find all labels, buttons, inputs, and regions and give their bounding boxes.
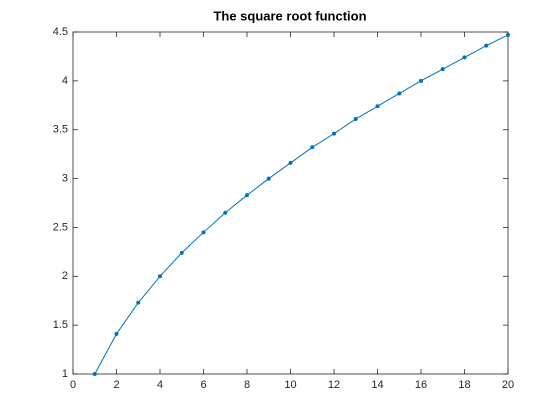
y-tick-label: 4	[62, 75, 68, 87]
y-tick-label: 1	[62, 368, 68, 380]
data-point	[266, 176, 271, 181]
data-point	[484, 43, 489, 48]
data-point	[288, 160, 293, 165]
data-point	[179, 250, 184, 255]
data-point	[245, 193, 249, 198]
x-tick-label: 8	[244, 379, 250, 391]
data-point	[462, 55, 467, 60]
x-tick-label: 0	[70, 379, 76, 391]
y-tick-label: 2.5	[53, 221, 68, 233]
data-point	[158, 274, 162, 279]
data-point	[201, 230, 206, 235]
axes-box	[72, 31, 509, 375]
x-tick-label: 2	[113, 379, 119, 391]
data-point	[506, 32, 510, 37]
y-tick-label: 3	[62, 172, 68, 184]
data-point	[223, 210, 228, 215]
x-tick-label: 10	[284, 379, 296, 391]
x-tick-label: 4	[157, 379, 163, 391]
data-point	[440, 67, 445, 72]
data-point	[419, 78, 423, 83]
data-point	[375, 104, 380, 109]
data-point	[92, 372, 97, 376]
data-line	[94, 34, 509, 375]
y-tick-label: 1.5	[53, 319, 68, 331]
data-point	[353, 116, 358, 121]
x-tick-label: 6	[200, 379, 206, 391]
data-point	[114, 331, 119, 336]
data-point	[397, 91, 402, 96]
chart-title: The square root function	[213, 8, 366, 23]
data-point	[310, 145, 315, 150]
y-tick-label: 3.5	[53, 124, 68, 136]
x-tick-label: 16	[415, 379, 427, 391]
y-tick-label: 4.5	[53, 26, 68, 38]
x-tick-label: 12	[328, 379, 340, 391]
y-tick-label: 2	[62, 270, 68, 282]
data-point	[332, 131, 336, 136]
x-tick-label: 20	[502, 379, 514, 391]
x-tick-label: 14	[371, 379, 383, 391]
data-point	[136, 300, 141, 305]
x-tick-label: 18	[458, 379, 470, 391]
